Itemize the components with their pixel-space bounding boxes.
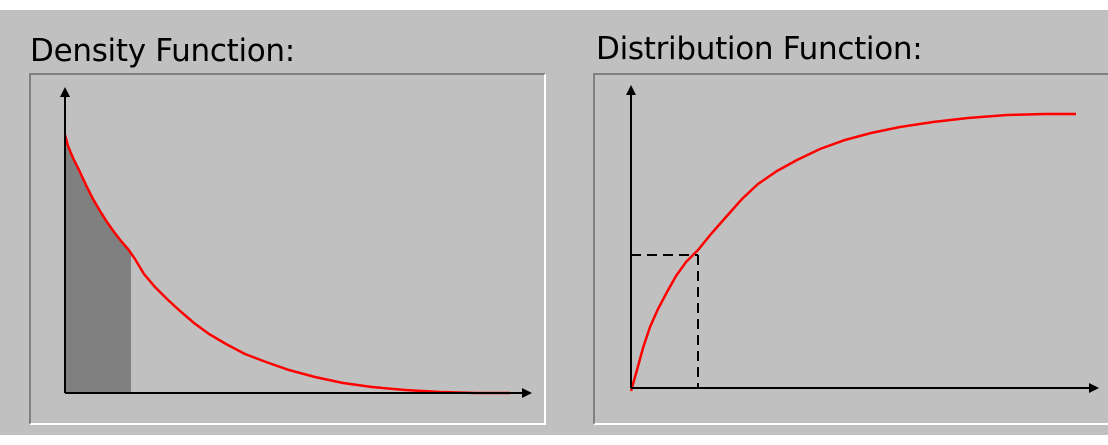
density-function-frame <box>29 73 546 425</box>
distribution-curve <box>629 112 1076 392</box>
density-curve <box>63 134 510 395</box>
distribution-function-frame <box>593 73 1108 425</box>
density-shaded-area <box>65 135 131 392</box>
distribution-function-title: Distribution Function: <box>596 31 923 67</box>
density-function-title: Density Function: <box>30 33 295 69</box>
background-panel <box>0 10 1108 435</box>
